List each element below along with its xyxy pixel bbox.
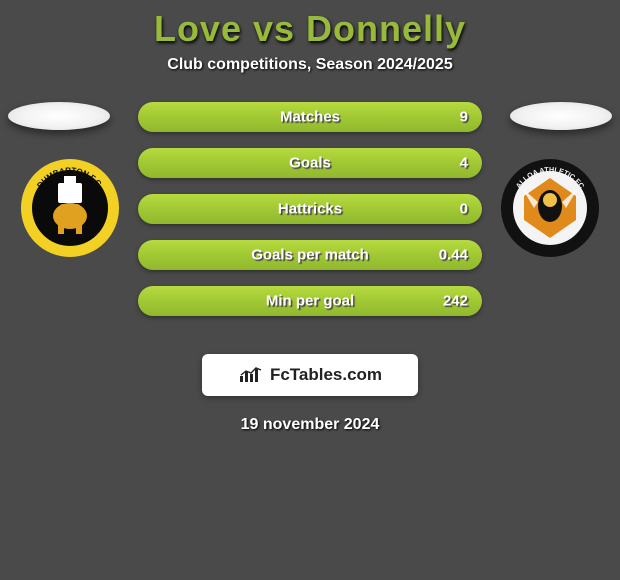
club-badge-right: ALLOA ATHLETIC FC [500,158,600,258]
stat-row: Min per goal 242 [138,286,482,316]
stat-value: 0.44 [439,247,468,264]
stat-row: Goals per match 0.44 [138,240,482,270]
player-right-avatar-placeholder [510,102,612,130]
stat-value: 242 [443,293,468,310]
stat-label: Matches [280,109,340,126]
stat-label: Goals per match [251,247,369,264]
stat-value: 4 [460,155,468,172]
branding-badge: FcTables.com [202,354,418,396]
stat-row: Hattricks 0 [138,194,482,224]
snapshot-date: 19 november 2024 [0,416,620,434]
branding-text: FcTables.com [270,365,382,385]
player-left-avatar-placeholder [8,102,110,130]
alloa-badge-icon: ALLOA ATHLETIC FC [500,158,600,258]
page-title: Love vs Donnelly [0,8,620,50]
page-subtitle: Club competitions, Season 2024/2025 [0,56,620,74]
stats-list: Matches 9 Goals 4 Hattricks 0 Goals per match 0… [138,102,482,332]
stat-label: Hattricks [278,201,342,218]
stat-label: Goals [289,155,331,172]
stat-row: Matches 9 [138,102,482,132]
bar-chart-icon [238,366,264,384]
stat-label: Min per goal [266,293,354,310]
stat-row: Goals 4 [138,148,482,178]
stat-value: 0 [460,201,468,218]
club-badge-left: DUMBARTON F.C. [20,158,120,258]
stat-value: 9 [460,109,468,126]
dumbarton-badge-icon: DUMBARTON F.C. [20,158,120,258]
